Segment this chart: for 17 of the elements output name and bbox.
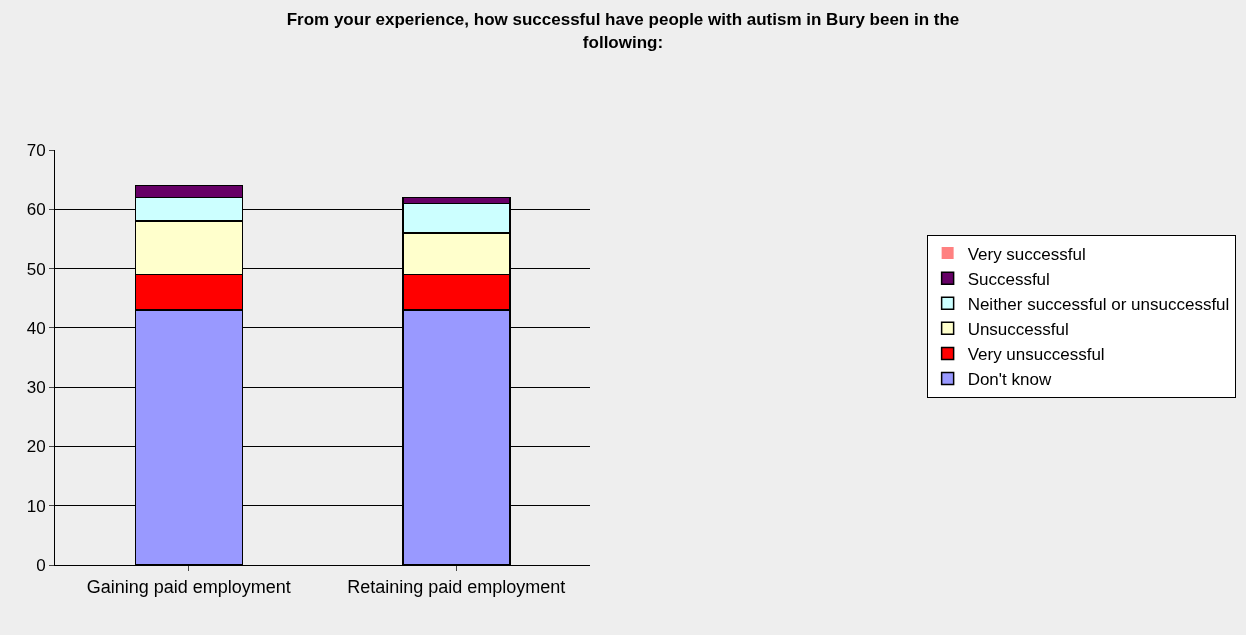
- legend-label: Very unsuccessful: [967, 345, 1105, 365]
- legend-label: Don't know: [967, 370, 1052, 390]
- x-tick-label: Retaining paid employment: [347, 576, 566, 597]
- y-tick-label: 0: [36, 555, 46, 575]
- legend-label: Neither successful or unsuccessful: [967, 294, 1230, 314]
- y-tick-label: 10: [26, 496, 46, 516]
- y-tick-label: 50: [26, 259, 46, 279]
- x-tick-label: Gaining paid employment: [86, 576, 291, 597]
- legend-label: Successful: [967, 269, 1050, 289]
- chart-title: From your experience, how successful have people with autism in Bury been in the following:: [286, 10, 960, 52]
- legend-label: Very successful: [967, 244, 1086, 264]
- y-tick-label: 30: [26, 378, 46, 398]
- y-tick-label: 20: [26, 437, 46, 457]
- y-tick-label: 70: [26, 140, 46, 160]
- y-tick-label: 60: [26, 200, 46, 220]
- y-tick-label: 40: [26, 318, 46, 338]
- legend-label: Unsuccessful: [967, 319, 1069, 339]
